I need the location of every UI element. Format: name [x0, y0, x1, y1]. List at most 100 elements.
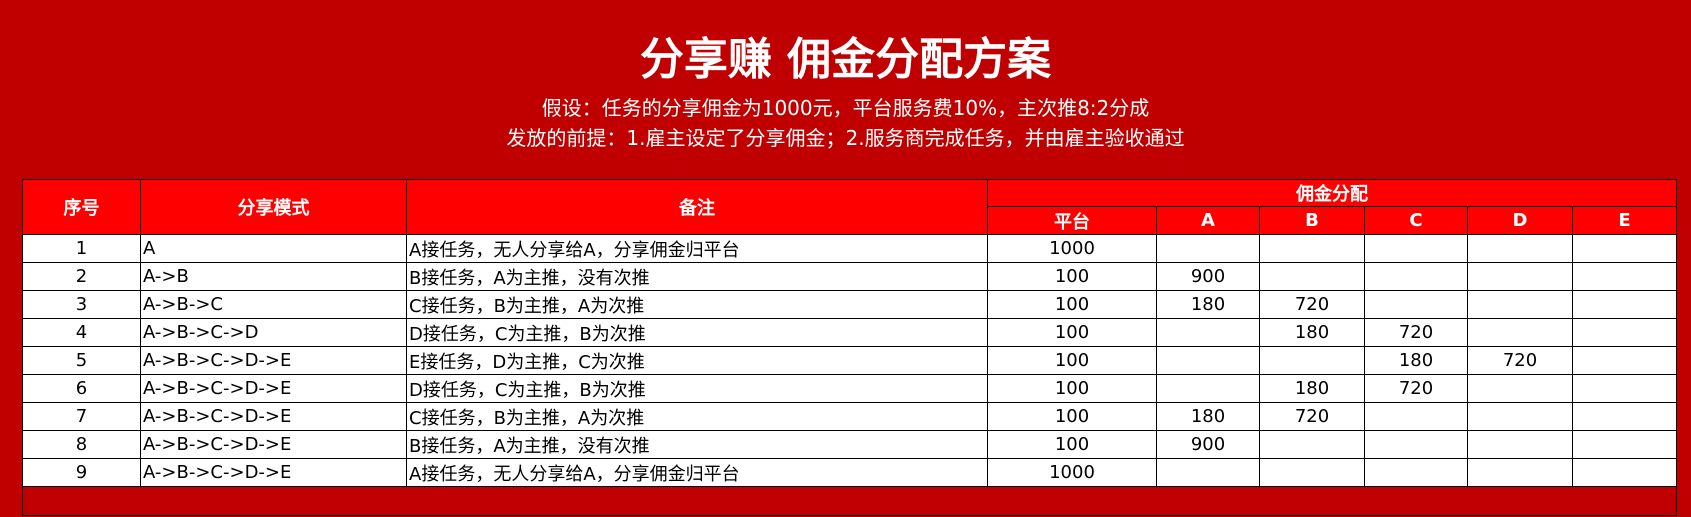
cell-e — [1572, 402, 1677, 431]
cell-platform: 1000 — [987, 458, 1157, 487]
header-no: 序号 — [22, 179, 141, 235]
table-row: 1 A A接任务，无人分享给A，分享佣金归平台 1000 — [22, 234, 1677, 263]
cell-platform: 1000 — [987, 234, 1157, 263]
cell-mode: A->B — [140, 262, 407, 291]
cell-d — [1467, 290, 1573, 319]
header-d: D — [1467, 206, 1573, 235]
cell-a — [1156, 318, 1260, 347]
cell-a: 900 — [1156, 430, 1260, 459]
cell-no: 3 — [22, 290, 141, 319]
cell-note: D接任务，C为主推，B为次推 — [406, 374, 988, 403]
cell-no: 9 — [22, 458, 141, 487]
cell-platform: 100 — [987, 346, 1157, 375]
header-a: A — [1156, 206, 1260, 235]
header-note: 备注 — [406, 179, 988, 235]
cell-a: 180 — [1156, 402, 1260, 431]
cell-note: C接任务，B为主推，A为次推 — [406, 290, 988, 319]
cell-b: 180 — [1259, 318, 1365, 347]
cell-mode: A->B->C->D->E — [140, 374, 407, 403]
cell-c — [1364, 402, 1468, 431]
header-mode: 分享模式 — [140, 179, 407, 235]
cell-note: D接任务，C为主推，B为次推 — [406, 318, 988, 347]
cell-a — [1156, 374, 1260, 403]
cell-e — [1572, 430, 1677, 459]
cell-b — [1259, 262, 1365, 291]
cell-d — [1467, 262, 1573, 291]
cell-c: 180 — [1364, 346, 1468, 375]
cell-d — [1467, 430, 1573, 459]
cell-a: 180 — [1156, 290, 1260, 319]
cell-b: 180 — [1259, 374, 1365, 403]
cell-no: 2 — [22, 262, 141, 291]
table-row: 2 A->B B接任务，A为主推，没有次推 100 900 — [22, 262, 1677, 291]
cell-c — [1364, 290, 1468, 319]
cell-note: A接任务，无人分享给A，分享佣金归平台 — [406, 458, 988, 487]
cell-note: B接任务，A为主推，没有次推 — [406, 430, 988, 459]
cell-note: E接任务，D为主推，C为次推 — [406, 346, 988, 375]
cell-a — [1156, 234, 1260, 263]
cell-mode: A->B->C->D->E — [140, 430, 407, 459]
cell-a — [1156, 458, 1260, 487]
header-e: E — [1572, 206, 1677, 235]
table-row: 5 A->B->C->D->E E接任务，D为主推，C为次推 100 180 720 — [22, 346, 1677, 375]
commission-table: 序号 分享模式 备注 佣金分配 平台 A B C D E 1 A A接任务，无人分享… — [22, 179, 1677, 516]
cell-note: C接任务，B为主推，A为次推 — [406, 402, 988, 431]
cell-mode: A->B->C->D — [140, 318, 407, 347]
cell-c: 720 — [1364, 374, 1468, 403]
cell-d — [1467, 458, 1573, 487]
header-b: B — [1259, 206, 1365, 235]
table-row: 8 A->B->C->D->E B接任务，A为主推，没有次推 100 900 — [22, 430, 1677, 459]
cell-e — [1572, 318, 1677, 347]
assumption-text: 假设：任务的分享佣金为1000元，平台服务费10%，主次推8:2分成 — [541, 96, 1150, 120]
cell-platform: 100 — [987, 430, 1157, 459]
cell-c — [1364, 262, 1468, 291]
cell-d — [1467, 374, 1573, 403]
cell-mode: A — [140, 234, 407, 263]
cell-d — [1467, 318, 1573, 347]
cell-mode: A->B->C->D->E — [140, 402, 407, 431]
cell-b — [1259, 234, 1365, 263]
table-row: 4 A->B->C->D D接任务，C为主推，B为次推 100 180 720 — [22, 318, 1677, 347]
cell-d — [1467, 234, 1573, 263]
table-row: 9 A->B->C->D->E A接任务，无人分享给A，分享佣金归平台 1000 — [22, 458, 1677, 487]
cell-b — [1259, 346, 1365, 375]
cell-note: A接任务，无人分享给A，分享佣金归平台 — [406, 234, 988, 263]
cell-no: 7 — [22, 402, 141, 431]
cell-e — [1572, 234, 1677, 263]
cell-d — [1467, 402, 1573, 431]
cell-platform: 100 — [987, 402, 1157, 431]
cell-c: 720 — [1364, 318, 1468, 347]
cell-no: 1 — [22, 234, 141, 263]
cell-no: 4 — [22, 318, 141, 347]
header-c: C — [1364, 206, 1468, 235]
footer-row — [22, 486, 1677, 516]
cell-b: 720 — [1259, 402, 1365, 431]
cell-b — [1259, 458, 1365, 487]
table-row: 6 A->B->C->D->E D接任务，C为主推，B为次推 100 180 720 — [22, 374, 1677, 403]
cell-b — [1259, 430, 1365, 459]
cell-d: 720 — [1467, 346, 1573, 375]
cell-mode: A->B->C->D->E — [140, 458, 407, 487]
cell-c — [1364, 458, 1468, 487]
cell-platform: 100 — [987, 374, 1157, 403]
cell-no: 8 — [22, 430, 141, 459]
cell-e — [1572, 346, 1677, 375]
cell-b: 720 — [1259, 290, 1365, 319]
cell-mode: A->B->C — [140, 290, 407, 319]
cell-e — [1572, 458, 1677, 487]
cell-platform: 100 — [987, 290, 1157, 319]
footer-cell — [22, 486, 1677, 516]
cell-a: 900 — [1156, 262, 1260, 291]
table-row: 3 A->B->C C接任务，B为主推，A为次推 100 180 720 — [22, 290, 1677, 319]
page-title: 分享赚 佣金分配方案 — [639, 34, 1052, 85]
cell-platform: 100 — [987, 262, 1157, 291]
cell-no: 5 — [22, 346, 141, 375]
cell-no: 6 — [22, 374, 141, 403]
cell-a — [1156, 346, 1260, 375]
cell-c — [1364, 430, 1468, 459]
header-commission: 佣金分配 — [987, 179, 1677, 207]
cell-note: B接任务，A为主推，没有次推 — [406, 262, 988, 291]
cell-e — [1572, 374, 1677, 403]
cell-e — [1572, 262, 1677, 291]
cell-mode: A->B->C->D->E — [140, 346, 407, 375]
